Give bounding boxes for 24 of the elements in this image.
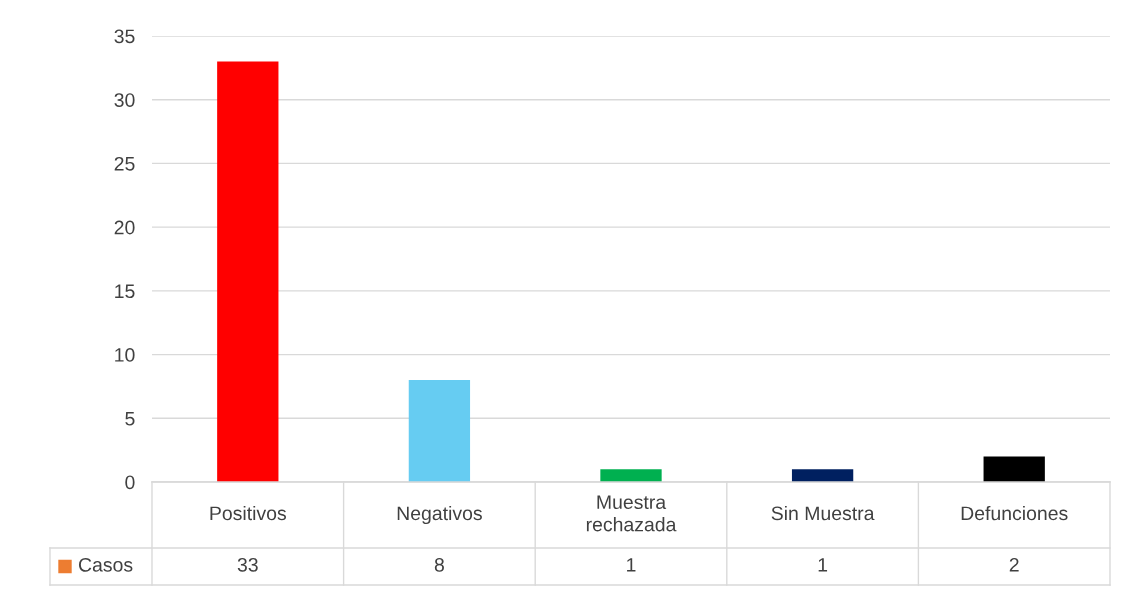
y-tick-label: 0 [125,475,135,490]
y-tick-label: 15 [115,284,135,299]
y-tick-label: 30 [114,93,135,107]
y-tick-label: 20 [114,220,135,235]
data-label: 1 [627,558,636,572]
y-tick-label: 10 [115,348,135,362]
data-label: 1 [818,558,828,572]
data-label: 2 [1009,557,1019,572]
y-tick-label: 5 [125,411,135,426]
bar [408,380,471,482]
data-label: 33 [237,557,258,572]
x-tick-label: Defunciones [961,505,1068,521]
bar [983,456,1045,482]
bar [791,469,854,482]
x-tick-label: Sin Muestra [771,505,875,521]
y-tick-label: 25 [114,156,135,171]
y-tick-label: 35 [114,29,135,44]
text: Casos [78,557,133,572]
x-tick-label: Muestra rechazada [586,495,677,532]
bar [217,61,279,482]
bar [600,469,662,482]
x-tick-label: Positivos [210,505,286,521]
x-tick-label: Negativos [397,505,482,525]
data-label: 8 [434,557,444,572]
